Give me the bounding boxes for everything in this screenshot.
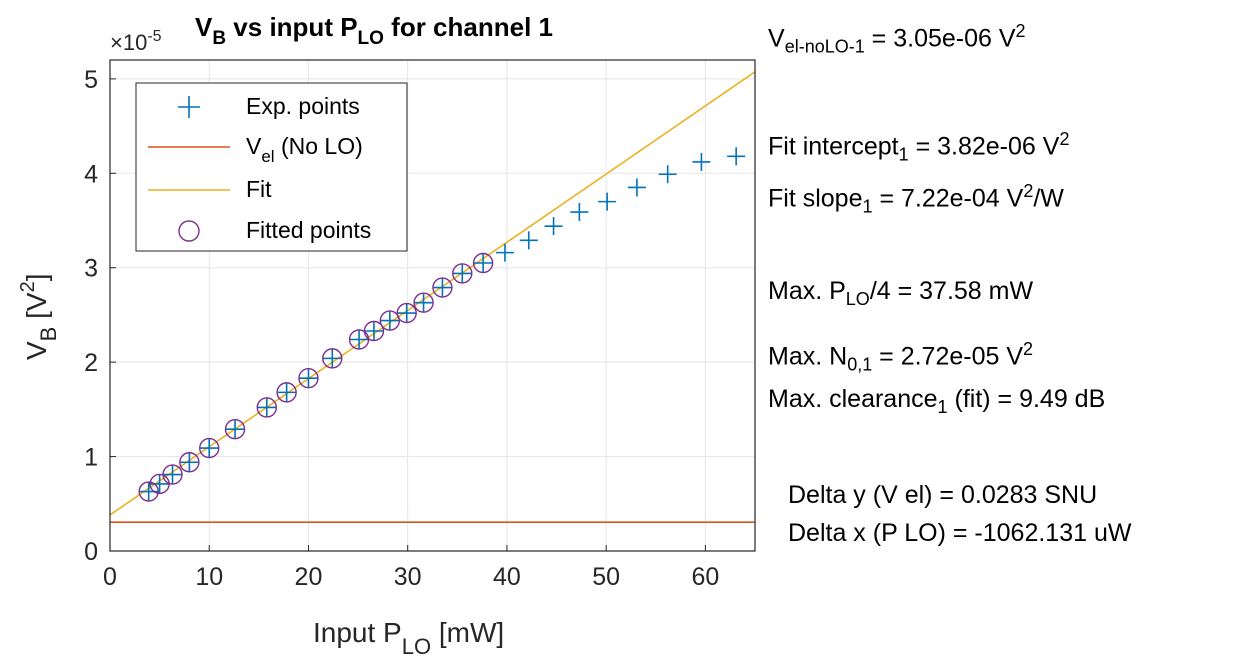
info-fit-slope: Fit slope1 = 7.22e-04 V2/W xyxy=(768,181,1064,217)
exp-point xyxy=(397,304,416,323)
info-fit-intercept: Fit intercept1 = 3.82e-06 V2 xyxy=(768,129,1070,165)
info-max-plo: Max. PLO/4 = 37.58 mW xyxy=(768,277,1034,309)
fitted-point xyxy=(162,464,183,485)
legend-item-vel: Vel (No LO) xyxy=(148,133,363,166)
exp-point xyxy=(180,453,199,472)
x-axis-ticks: 0 10 20 30 40 50 60 xyxy=(103,545,719,591)
legend-label: Fitted points xyxy=(246,217,371,243)
y-tick-label: 5 xyxy=(84,66,98,94)
fitted-point xyxy=(322,348,343,369)
legend-label: Fit xyxy=(246,176,272,202)
legend: Exp. points Vel (No LO) Fit Fitted point… xyxy=(135,82,408,252)
exp-point xyxy=(692,152,711,171)
series-lines xyxy=(109,71,756,524)
x-tick-label: 30 xyxy=(394,563,422,591)
x-axis-label: Input PLO [mW] xyxy=(313,617,504,659)
fitted-point xyxy=(276,382,297,403)
exp-point xyxy=(226,420,245,439)
x-tick-label: 40 xyxy=(493,563,521,591)
exp-point xyxy=(433,278,452,297)
fitted-point xyxy=(396,302,417,324)
legend-item-exp-points: Exp. points xyxy=(178,93,360,119)
fitted-point xyxy=(452,263,473,284)
exp-point xyxy=(364,321,383,340)
legend-item-fitted-points: Fitted points xyxy=(178,217,371,243)
fitted-point xyxy=(138,481,159,502)
exp-point xyxy=(598,192,617,211)
x-tick-label: 10 xyxy=(195,563,223,591)
fitted-point xyxy=(379,310,401,331)
fitted-point xyxy=(472,252,494,274)
exp-point xyxy=(163,465,182,484)
exp-point xyxy=(299,369,318,388)
fitted-point xyxy=(256,397,277,418)
exp-point xyxy=(414,293,433,312)
legend-label: Exp. points xyxy=(246,93,360,119)
y-tick-label: 3 xyxy=(84,255,98,283)
exp-point xyxy=(453,264,472,283)
fitted-point xyxy=(224,418,246,440)
y-tick-label: 0 xyxy=(84,538,98,566)
info-delta-y: Delta y (V el) = 0.0283 SNU xyxy=(788,481,1098,509)
info-max-n0: Max. N0,1 = 2.72e-05 V2 xyxy=(768,339,1034,375)
exp-point xyxy=(658,165,677,184)
y-tick-label: 4 xyxy=(84,160,98,188)
y-tick-label: 1 xyxy=(84,444,98,472)
exp-point xyxy=(323,349,342,368)
fitted-point xyxy=(298,368,319,389)
legend-plus-marker xyxy=(178,96,200,118)
fitted-point xyxy=(199,437,220,459)
y-exponent-label: ×10-5 xyxy=(110,28,162,55)
legend-circle-marker xyxy=(178,220,200,242)
exp-point xyxy=(570,203,589,222)
legend-item-fit: Fit xyxy=(148,176,272,202)
exp-point xyxy=(474,254,493,273)
fitted-point xyxy=(432,277,453,298)
x-tick-label: 20 xyxy=(295,563,323,591)
exp-point xyxy=(627,178,646,197)
axes-frame xyxy=(109,59,756,552)
y-tick-label: 2 xyxy=(84,349,98,377)
fitted-point xyxy=(363,320,385,342)
exp-point xyxy=(495,243,514,262)
exp-point xyxy=(727,147,746,166)
series-markers xyxy=(138,147,746,502)
exp-point xyxy=(277,383,296,402)
chart: 0 10 20 30 40 50 60 0 1 2 3 4 5 ×10-5 VB vs input P… xyxy=(17,12,756,659)
chart-title: VB vs input PLO for channel 1 xyxy=(195,12,553,49)
fitted-point xyxy=(179,452,200,473)
info-delta-x: Delta x (P LO) = -1062.131 uW xyxy=(788,519,1132,547)
exp-point xyxy=(200,439,219,458)
x-tick-label: 0 xyxy=(103,563,117,591)
x-tick-label: 60 xyxy=(691,563,719,591)
exp-point xyxy=(257,398,276,417)
y-axis-ticks: 0 1 2 3 4 5 xyxy=(84,66,116,566)
exp-point xyxy=(544,217,563,236)
exp-point xyxy=(350,330,369,349)
fitted-point xyxy=(413,292,434,313)
fit-line xyxy=(109,71,756,516)
info-max-clearance: Max. clearance1 (fit) = 9.49 dB xyxy=(768,385,1106,417)
exp-point xyxy=(380,311,399,330)
legend-box xyxy=(135,82,408,252)
info-vel-nolo: Vel-noLO-1 = 3.05e-06 V2 xyxy=(768,21,1026,57)
x-tick-label: 50 xyxy=(592,563,620,591)
legend-label: Vel (No LO) xyxy=(246,133,363,166)
exp-point xyxy=(519,231,538,250)
y-axis-label: VB [V2] xyxy=(17,273,61,360)
